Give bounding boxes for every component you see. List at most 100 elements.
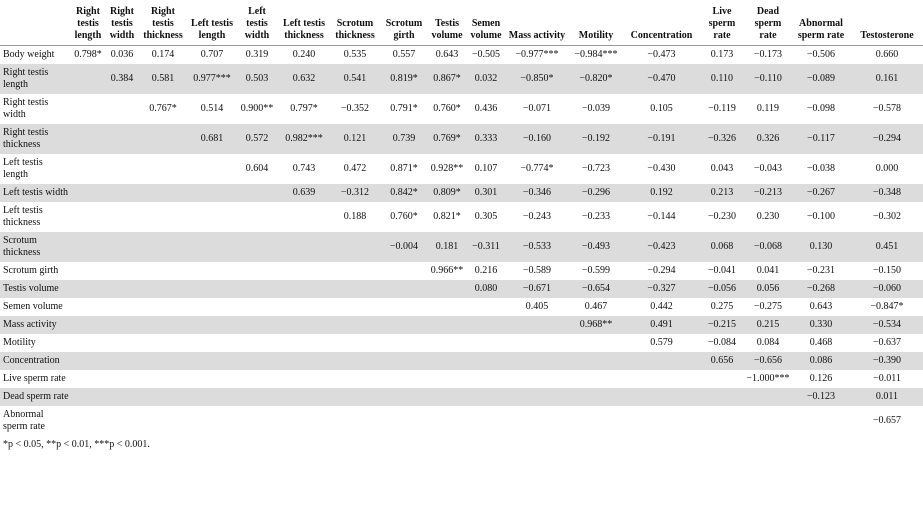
row-label: Left testis thickness (3, 205, 43, 228)
empty-cell (506, 316, 568, 334)
empty-cell (138, 184, 188, 202)
cell: 0.977*** (188, 64, 236, 94)
empty-cell (506, 370, 568, 388)
cell: 0.301 (466, 184, 506, 202)
cell: 0.319 (245, 49, 269, 60)
empty-cell (236, 370, 278, 388)
empty-cell (138, 388, 188, 406)
cell: −0.977*** (515, 49, 559, 60)
cell: −0.267 (791, 184, 851, 202)
empty-cell (506, 334, 568, 352)
cell: −0.275 (753, 301, 783, 312)
empty-cell (278, 352, 330, 370)
cell: −0.119 (708, 103, 736, 114)
empty-cell (106, 154, 138, 184)
cell: −0.215 (699, 316, 745, 334)
empty-cell (330, 352, 380, 370)
cell: −1.000*** (746, 373, 790, 384)
cell: −0.578 (872, 103, 902, 114)
cell: 0.275 (710, 301, 734, 312)
table-row: Body weight 0.798* 0.036 0.174 0.707 0.319 0.2… (0, 46, 923, 65)
cell: 0.514 (200, 103, 224, 114)
cell: 0.491 (624, 316, 699, 334)
table-row: Motility 0.579 −0.084 0.084 0.468 −0.637 (0, 334, 923, 352)
empty-cell (138, 124, 188, 154)
cell: 0.743 (292, 163, 316, 174)
empty-cell (330, 388, 380, 406)
cell: 0.928** (430, 163, 464, 174)
empty-cell (428, 352, 466, 370)
empty-cell (236, 262, 278, 280)
cell: 0.405 (525, 301, 549, 312)
empty-cell (466, 352, 506, 370)
cell: −0.192 (568, 124, 624, 154)
cell: −0.191 (624, 124, 699, 154)
empty-cell (428, 406, 466, 436)
cell: 0.900** (240, 103, 274, 114)
empty-cell (188, 202, 236, 232)
cell: 0.791* (390, 103, 418, 114)
empty-cell (278, 232, 330, 262)
column-header: Abnormal sperm rate (791, 0, 851, 46)
empty-cell (428, 388, 466, 406)
cell: 0.760* (390, 211, 418, 222)
table-row: Right testis length 0.384 0.581 0.977*** 0.5… (0, 64, 923, 94)
empty-cell (330, 334, 380, 352)
cell: −0.847* (870, 301, 904, 312)
cell: 0.011 (851, 388, 923, 406)
empty-cell (278, 280, 330, 298)
empty-cell (236, 352, 278, 370)
empty-cell (106, 316, 138, 334)
empty-cell (380, 298, 428, 316)
cell: 0.842* (380, 184, 428, 202)
cell: 0.966** (430, 265, 464, 276)
cell: −0.043 (753, 163, 783, 174)
row-label: Left testis length (3, 157, 43, 180)
row-label: Dead sperm rate (0, 388, 70, 406)
empty-cell (106, 334, 138, 352)
cell: 0.036 (110, 49, 134, 60)
empty-cell (70, 370, 106, 388)
table-row: Scrotum thickness −0.004 0.181 −0.311 −0.533… (0, 232, 923, 262)
empty-cell (138, 154, 188, 184)
cell: −0.505 (471, 49, 501, 60)
cell: 0.769* (428, 124, 466, 154)
empty-cell (745, 388, 791, 406)
column-header: Right testis width (106, 0, 138, 46)
row-label: Scrotum thickness (0, 232, 70, 262)
row-label: Right testis thickness (0, 124, 70, 154)
empty-cell (380, 388, 428, 406)
empty-cell (745, 406, 791, 436)
cell: −0.723 (581, 163, 611, 174)
cell: 0.579 (650, 337, 673, 348)
empty-cell (70, 388, 106, 406)
column-header: Right testis length (70, 0, 106, 46)
cell: 0.643 (809, 301, 833, 312)
cell: −0.671 (506, 280, 568, 298)
empty-cell (188, 388, 236, 406)
empty-cell (330, 406, 380, 436)
empty-cell (506, 388, 568, 406)
cell: −0.294 (851, 124, 923, 154)
table-row: Abnormal sperm rate −0.657 (0, 406, 923, 436)
cell: −0.110 (745, 64, 791, 94)
empty-cell (106, 280, 138, 298)
cell: 0.541 (330, 64, 380, 94)
empty-cell (466, 406, 506, 436)
empty-cell (330, 298, 380, 316)
empty-cell (70, 202, 106, 232)
cell: −0.294 (647, 265, 676, 276)
row-label: Right testis width (3, 97, 49, 120)
cell: 0.681 (188, 124, 236, 154)
empty-cell (624, 388, 699, 406)
row-label: Testis volume (0, 280, 70, 298)
empty-cell (380, 370, 428, 388)
cell: −0.071 (522, 103, 552, 114)
cell: −0.506 (806, 49, 836, 60)
cell: 0.557 (392, 49, 416, 60)
cell: −0.637 (872, 337, 902, 348)
cell: 0.632 (278, 64, 330, 94)
empty-cell (466, 388, 506, 406)
column-header: Dead sperm rate (745, 0, 791, 46)
empty-cell (188, 262, 236, 280)
